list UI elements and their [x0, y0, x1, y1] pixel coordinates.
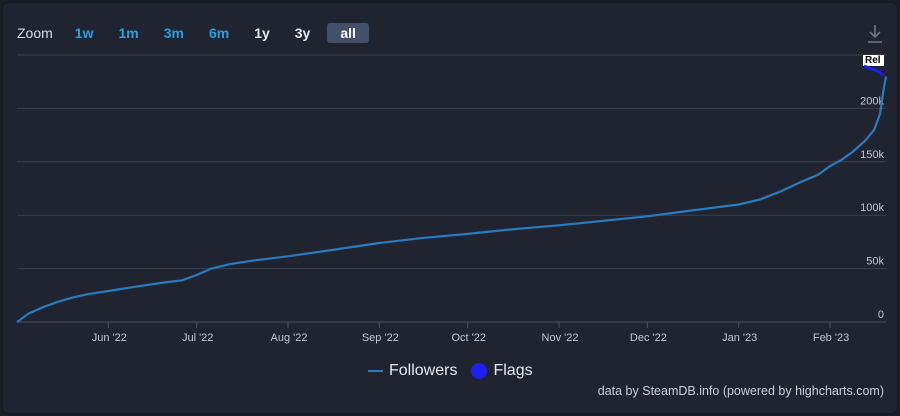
range-selector: Zoom 1w 1m 3m 6m 1y 3y all [17, 23, 378, 43]
legend-item-flags[interactable]: Flags [471, 362, 533, 380]
x-tick-label: Aug '22 [271, 332, 308, 344]
y-tick-label: 150k [860, 149, 884, 161]
download-icon [868, 25, 882, 43]
y-axis: 0 50k 100k 150k 200k [860, 95, 884, 321]
legend-item-followers[interactable]: Followers [368, 362, 457, 380]
y-tick-label: 100k [860, 202, 884, 214]
zoom-all-button[interactable]: all [327, 23, 369, 43]
zoom-label: Zoom [17, 25, 53, 41]
x-tick-label: Oct '22 [451, 332, 486, 344]
x-tick-label: Jul '22 [182, 332, 213, 344]
export-button[interactable] [864, 22, 886, 46]
zoom-1m-button[interactable]: 1m [118, 25, 139, 41]
y-tick-label: 50k [866, 256, 884, 268]
zoom-6m-button[interactable]: 6m [208, 25, 230, 41]
x-tick-label: Dec '22 [630, 332, 667, 344]
y-tick-label: 200k [860, 95, 884, 107]
x-tick-label: Feb '23 [813, 332, 849, 344]
x-tick-label: Jan '23 [722, 332, 757, 344]
x-tick-label: Jun '22 [92, 332, 127, 344]
legend-label-flags: Flags [493, 362, 533, 379]
legend-dot-icon [471, 363, 488, 379]
flag-box [863, 55, 884, 66]
zoom-3m-button[interactable]: 3m [163, 25, 184, 41]
legend-line-icon [368, 370, 383, 372]
y-tick-label: 0 [878, 309, 884, 321]
flag-marker[interactable]: Rel [863, 55, 885, 77]
flag-stem [863, 64, 885, 77]
x-tick-label: Sep '22 [362, 332, 399, 344]
flag-label: Rel [865, 55, 881, 66]
x-axis: Jun '22 Jul '22 Aug '22 Sep '22 Oct '22 Nov '… [92, 322, 849, 344]
zoom-1w-button[interactable]: 1w [74, 25, 94, 41]
legend: Followers Flags [368, 362, 547, 380]
zoom-3y-button[interactable]: 3y [294, 25, 311, 41]
series-line-followers[interactable] [16, 76, 888, 323]
grid-lines [17, 54, 886, 323]
x-tick-label: Nov '22 [542, 332, 579, 344]
zoom-1y-button[interactable]: 1y [254, 25, 270, 41]
credits-link[interactable]: data by SteamDB.info (powered by highcha… [597, 384, 884, 398]
legend-label-followers: Followers [389, 362, 458, 379]
